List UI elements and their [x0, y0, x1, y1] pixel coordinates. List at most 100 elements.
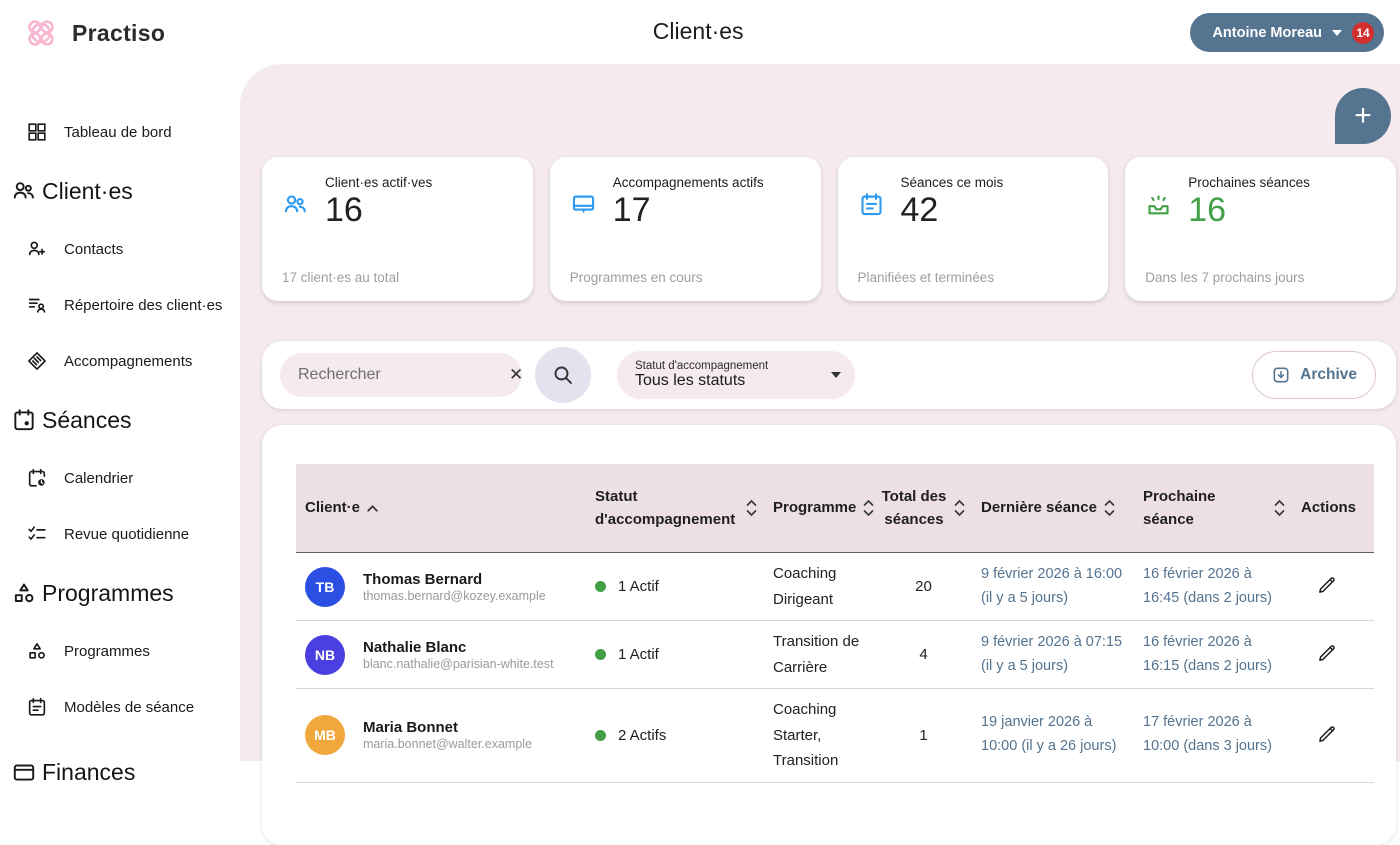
client-email: blanc.nathalie@parisian-white.test [363, 656, 554, 671]
table-body: TB Thomas Bernard thomas.bernard@kozey.e… [296, 553, 1374, 783]
user-name: Antoine Moreau [1212, 24, 1322, 41]
sidebar-item-repertoire[interactable]: Répertoire des client·es [0, 289, 240, 321]
status-dot [595, 649, 606, 660]
column-header-last-session[interactable]: Dernière séance [972, 488, 1134, 527]
last-session-link[interactable]: 9 février 2026 à 16:00 (il y a 5 jours) [981, 565, 1123, 606]
stat-cards: Client·es actif·ves 16 17 client·es au t… [262, 157, 1396, 301]
person-add-icon [28, 241, 46, 256]
sort-both-icon [864, 499, 874, 517]
table-row[interactable]: NB Nathalie Blanc blanc.nathalie@parisia… [296, 621, 1374, 689]
sort-both-icon [1274, 499, 1285, 517]
search-icon [554, 366, 572, 384]
calendar-month-icon [860, 192, 882, 215]
status-filter-value: Tous les statuts [635, 372, 746, 389]
next-session-link[interactable]: 16 février 2026 à 16:45 (dans 2 jours) [1143, 565, 1272, 606]
avatar: MB [305, 715, 345, 756]
edit-button[interactable] [1313, 721, 1341, 749]
calendar-note-icon [28, 697, 46, 716]
active-clients-icon [284, 195, 306, 213]
stat-label: Séances ce mois [900, 175, 1004, 190]
status-filter-label: Statut d'accompagnement [635, 360, 769, 372]
sidebar-section-programmes[interactable]: Programmes [0, 574, 240, 612]
client-email: thomas.bernard@kozey.example [363, 588, 546, 603]
clear-search-icon[interactable]: ✕ [509, 365, 524, 384]
sort-both-icon [954, 499, 965, 517]
total-sessions: 4 [919, 646, 928, 663]
app-name: Practiso [72, 19, 166, 46]
stat-card-active-clients: Client·es actif·ves 16 17 client·es au t… [262, 157, 533, 301]
table-row[interactable]: MB Maria Bonnet maria.bonnet@walter.exam… [296, 689, 1374, 783]
calendar-clock-icon [28, 468, 46, 487]
status-text: 1 Actif [618, 578, 659, 595]
stat-value: 17 [612, 191, 651, 229]
stat-value: 42 [900, 191, 939, 229]
column-header-total[interactable]: Total des séances [872, 477, 972, 540]
last-session-link[interactable]: 9 février 2026 à 07:15 (il y a 5 jours) [981, 633, 1123, 674]
sidebar-item-accompagnements[interactable]: Accompagnements [0, 345, 240, 377]
filter-bar: ✕ Statut d'accompagnement Tous les statu… [262, 341, 1396, 409]
sort-both-icon [746, 499, 757, 517]
search-button[interactable] [535, 347, 591, 403]
status-filter-select[interactable]: Statut d'accompagnement Tous les statuts [617, 351, 855, 399]
user-menu-button[interactable]: Antoine Moreau 14 [1190, 13, 1384, 52]
stat-card-sessions-month: Séances ce mois 42 Planifiées et terminé… [837, 157, 1109, 301]
stat-subtitle: Programmes en cours [569, 270, 703, 285]
sort-asc-icon [367, 505, 378, 512]
top-bar: Practiso Client·es Antoine Moreau 14 [0, 0, 1400, 64]
column-header-next-session[interactable]: Prochaine séance [1134, 477, 1292, 540]
notification-badge: 14 [1352, 21, 1374, 44]
stat-card-upcoming-sessions: Prochaines séances 16 Dans les 7 prochai… [1125, 157, 1396, 301]
programme: Coaching Starter, Transition [773, 701, 839, 769]
column-header-status[interactable]: Statut d'accompagnement [586, 477, 764, 540]
sidebar: Tableau de bord Client·es Contacts Réper… [0, 64, 240, 785]
page-title: Client·es [652, 18, 744, 44]
people-icon [13, 182, 34, 199]
sidebar-item-programmes[interactable]: Programmes [0, 635, 240, 667]
add-button[interactable]: + [1335, 88, 1391, 144]
programme: Coaching Dirigeant [773, 565, 837, 608]
sidebar-section-finances[interactable]: Finances [0, 753, 240, 791]
client-name: Nathalie Blanc [363, 638, 467, 656]
directory-icon [28, 298, 46, 313]
pencil-icon [1319, 577, 1335, 593]
main-panel: + Client·es actif·ves 16 17 client·es au… [240, 64, 1400, 845]
sidebar-item-modeles-de-seance[interactable]: Modèles de séance [0, 691, 240, 723]
edit-button[interactable] [1313, 641, 1341, 669]
chevron-down-icon [1332, 29, 1342, 36]
client-email: maria.bonnet@walter.example [363, 737, 533, 752]
plus-icon: + [1354, 99, 1372, 132]
sidebar-item-contacts[interactable]: Contacts [0, 233, 240, 265]
stat-value: 16 [325, 191, 363, 229]
program-card-icon [572, 195, 594, 213]
avatar: TB [305, 566, 345, 607]
sidebar-item-tableau-de-bord[interactable]: Tableau de bord [0, 116, 240, 148]
archive-label: Archive [1300, 366, 1357, 383]
search-input[interactable] [298, 366, 505, 384]
stat-subtitle: Dans les 7 prochains jours [1145, 270, 1305, 285]
sidebar-item-revue-quotidienne[interactable]: Revue quotidienne [0, 518, 240, 550]
sidebar-section-clientes[interactable]: Client·es [0, 172, 240, 210]
avatar: NB [305, 634, 345, 675]
app-brand: Practiso [22, 14, 165, 52]
column-header-programme[interactable]: Programme [764, 488, 874, 527]
client-name: Maria Bonnet [363, 719, 459, 737]
pencil-icon [1319, 645, 1335, 661]
table-row[interactable]: TB Thomas Bernard thomas.bernard@kozey.e… [296, 553, 1374, 621]
dashboard-icon [28, 123, 46, 141]
calendar-dot-icon [14, 409, 34, 431]
archive-icon [1273, 367, 1289, 383]
search-field[interactable]: ✕ [280, 353, 523, 397]
stat-subtitle: Planifiées et terminées [857, 270, 995, 285]
archive-button[interactable]: Archive [1252, 351, 1376, 399]
column-header-client[interactable]: Client·e [296, 488, 586, 527]
stat-subtitle: 17 client·es au total [282, 270, 400, 285]
last-session-link[interactable]: 19 janvier 2026 à 10:00 (il y a 26 jours… [981, 714, 1117, 755]
edit-button[interactable] [1313, 573, 1341, 601]
sidebar-section-seances[interactable]: Séances [0, 401, 240, 439]
column-header-actions: Actions [1301, 499, 1357, 517]
next-session-link[interactable]: 16 février 2026 à 16:15 (dans 2 jours) [1143, 633, 1272, 674]
next-session-link[interactable]: 17 février 2026 à 10:00 (dans 3 jours) [1143, 714, 1272, 755]
knot-icon [28, 20, 54, 46]
pencil-icon [1319, 725, 1335, 742]
sidebar-item-calendrier[interactable]: Calendrier [0, 462, 240, 494]
